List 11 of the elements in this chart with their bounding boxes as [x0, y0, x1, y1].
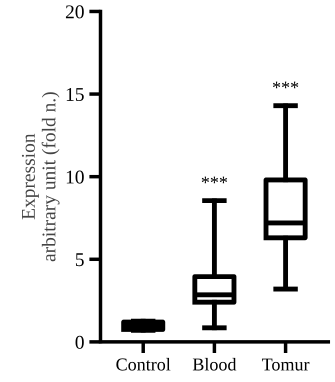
y-tick-label: 20 [66, 5, 84, 18]
y-tick-label: 5 [76, 253, 84, 266]
x-tick-label: Blood [192, 358, 236, 371]
x-tick-label: Tomur [262, 358, 310, 371]
annotation: *** [202, 176, 228, 184]
y-tick-label: 10 [66, 170, 84, 184]
x-tick-label: Control [116, 358, 170, 371]
y-axis-title: Expression arbitrary unit (fold n.) [22, 92, 60, 262]
y-tick-label: 15 [66, 88, 84, 102]
annotation: *** [272, 82, 298, 88]
y-tick-label: 0 [76, 336, 84, 349]
